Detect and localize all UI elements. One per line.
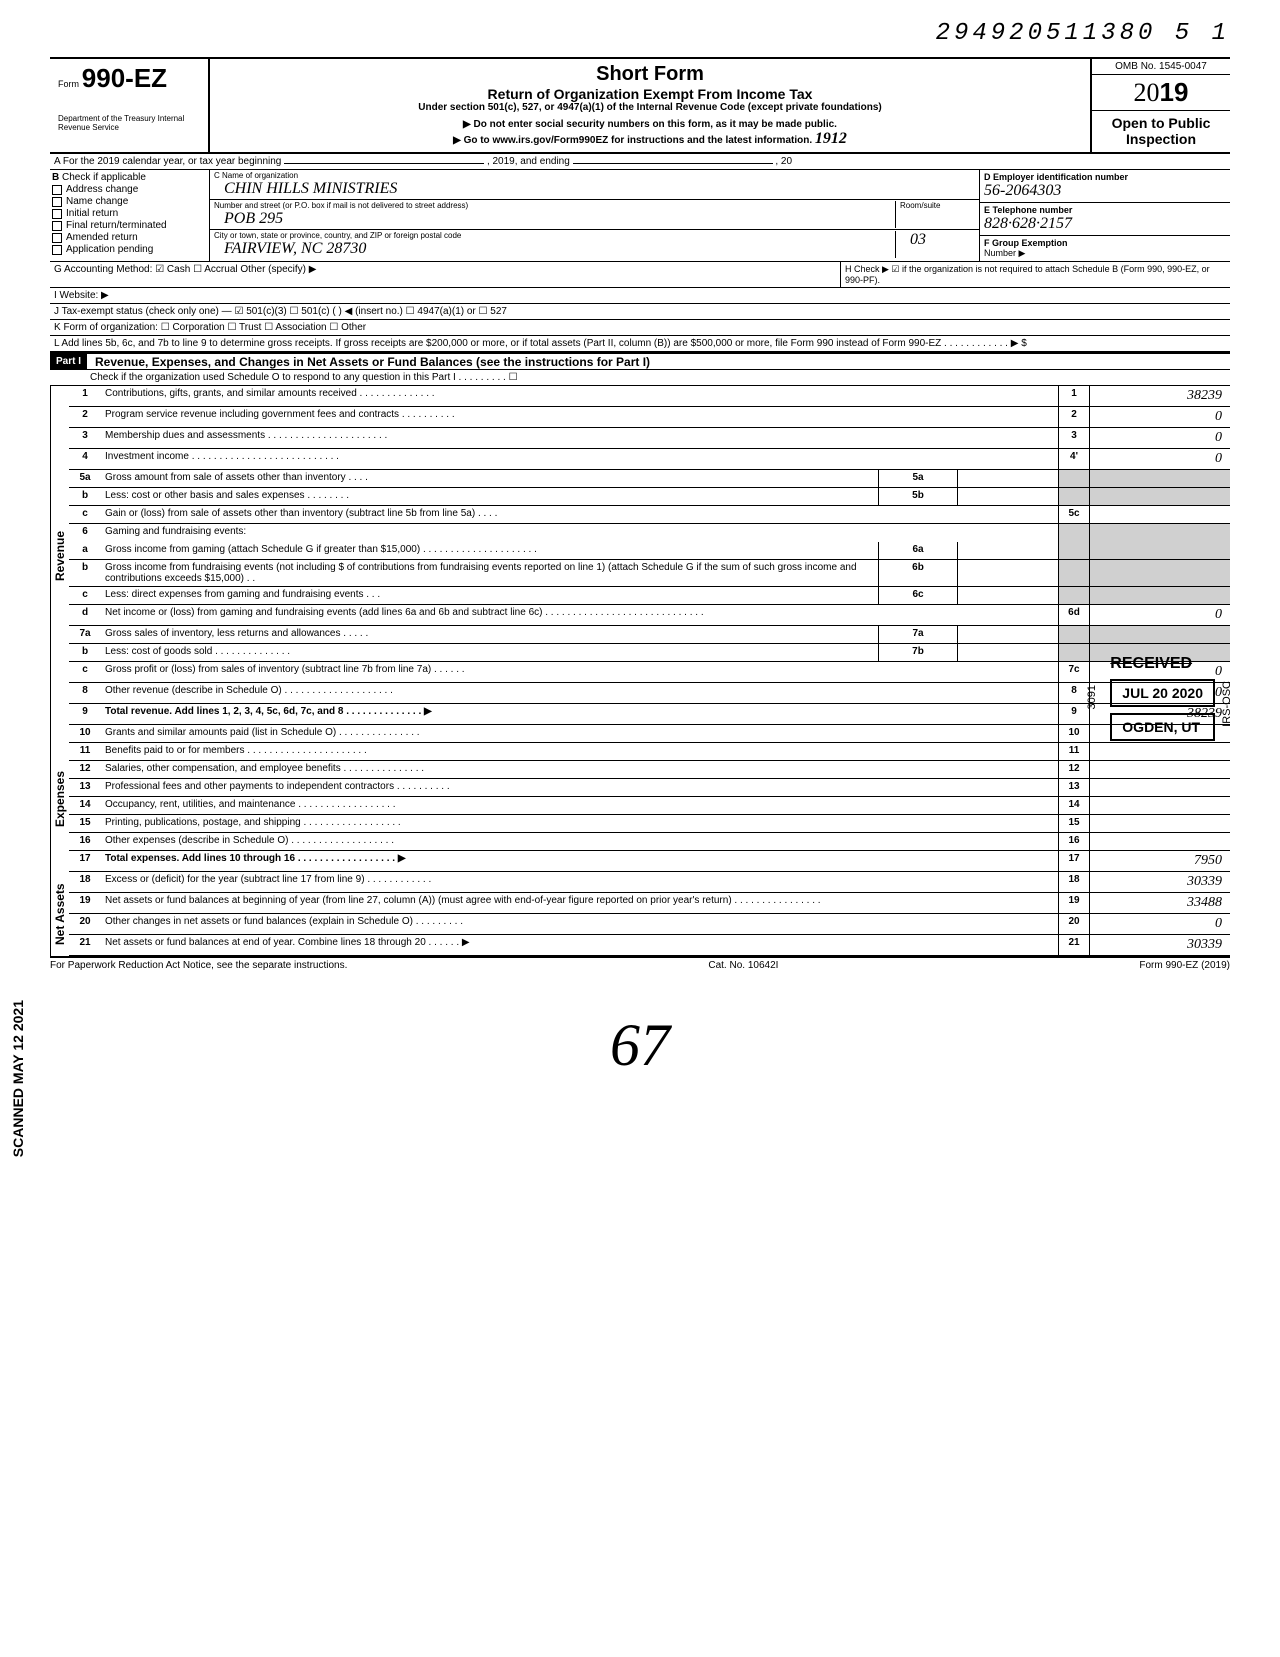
line5c-amount [1090, 506, 1230, 523]
form-header: Form 990-EZ Department of the Treasury I… [50, 57, 1230, 154]
form-title-box: Short Form Return of Organization Exempt… [210, 59, 1090, 152]
phone: 828·628·2157 [984, 215, 1226, 233]
form-id-box: Form 990-EZ Department of the Treasury I… [50, 59, 210, 152]
line17-amount: 7950 [1090, 851, 1230, 871]
form-note2: ▶ Go to www.irs.gov/Form990EZ for instru… [214, 130, 1086, 148]
form-title: Return of Organization Exempt From Incom… [214, 86, 1086, 102]
line6d-amount: 0 [1090, 605, 1230, 625]
part1-header: Part I Revenue, Expenses, and Changes in… [50, 352, 1230, 370]
line11-amount [1090, 743, 1230, 760]
revenue-section: Revenue 1Contributions, gifts, grants, a… [50, 386, 1230, 725]
checkbox-amended[interactable] [52, 233, 62, 243]
org-city: FAIRVIEW, NC 28730 [224, 240, 895, 258]
checkbox-initial-return[interactable] [52, 209, 62, 219]
room-suite: 03 [910, 231, 971, 249]
add-lines-row: L Add lines 5b, 6c, and 7b to line 9 to … [50, 336, 1230, 352]
form-org-row: K Form of organization: ☐ Corporation ☐ … [50, 320, 1230, 336]
line15-amount [1090, 815, 1230, 832]
short-form-title: Short Form [214, 63, 1086, 86]
scanned-stamp: SCANNED MAY 12 2021 [10, 1000, 26, 1157]
line1-amount: 38239 [1090, 386, 1230, 406]
accounting-row: G Accounting Method: ☑ Cash ☐ Accrual Ot… [50, 262, 840, 287]
form-subtitle: Under section 501(c), 527, or 4947(a)(1)… [214, 102, 1086, 113]
org-info-section: C Name of organization CHIN HILLS MINIST… [210, 170, 980, 261]
checkbox-pending[interactable] [52, 245, 62, 255]
omb-number: OMB No. 1545-0047 [1092, 59, 1230, 75]
page-footer: For Paperwork Reduction Act Notice, see … [50, 956, 1230, 971]
section-h: H Check ▶ ☑ if the organization is not r… [840, 262, 1230, 287]
form-note1: ▶ Do not enter social security numbers o… [214, 119, 1086, 130]
line3-amount: 0 [1090, 428, 1230, 448]
ein: 56-2064303 [984, 182, 1226, 200]
expenses-section: Expenses 10Grants and similar amounts pa… [50, 725, 1230, 872]
org-name: CHIN HILLS MINISTRIES [224, 180, 975, 198]
checkboxes-section-b: B Check if applicable Address change Nam… [50, 170, 210, 261]
checkbox-final-return[interactable] [52, 221, 62, 231]
right-info-section: D Employer identification number 56-2064… [980, 170, 1230, 261]
form-number: 990-EZ [82, 63, 167, 93]
part1-check: Check if the organization used Schedule … [50, 370, 1230, 386]
line18-amount: 30339 [1090, 872, 1230, 892]
checkbox-name-change[interactable] [52, 197, 62, 207]
line4-amount: 0 [1090, 449, 1230, 469]
line14-amount [1090, 797, 1230, 814]
line20-amount: 0 [1090, 914, 1230, 934]
form-prefix: Form [58, 79, 79, 89]
website-row: I Website: ▶ [50, 288, 1230, 304]
net-assets-section: Net Assets 18Excess or (deficit) for the… [50, 872, 1230, 956]
line16-amount [1090, 833, 1230, 850]
line13-amount [1090, 779, 1230, 796]
page-number-handwritten: 67 [50, 1011, 1230, 1080]
line21-amount: 30339 [1090, 935, 1230, 955]
tax-exempt-row: J Tax-exempt status (check only one) — ☑… [50, 304, 1230, 320]
line19-amount: 33488 [1090, 893, 1230, 913]
open-public: Open to Public Inspection [1092, 111, 1230, 151]
org-address: POB 295 [224, 210, 895, 228]
line2-amount: 0 [1090, 407, 1230, 427]
form-dept: Department of the Treasury Internal Reve… [58, 114, 200, 132]
section-a-row: A For the 2019 calendar year, or tax yea… [50, 154, 1230, 170]
checkbox-address-change[interactable] [52, 185, 62, 195]
line12-amount [1090, 761, 1230, 778]
received-stamp: RECEIVED 3091 JUL 20 2020 OGDEN, UT IRS-… [1110, 655, 1215, 741]
form-year-box: OMB No. 1545-0047 2019 Open to Public In… [1090, 59, 1230, 152]
tax-year: 2019 [1092, 75, 1230, 111]
document-number: 294920511380 5 1 [50, 20, 1230, 47]
